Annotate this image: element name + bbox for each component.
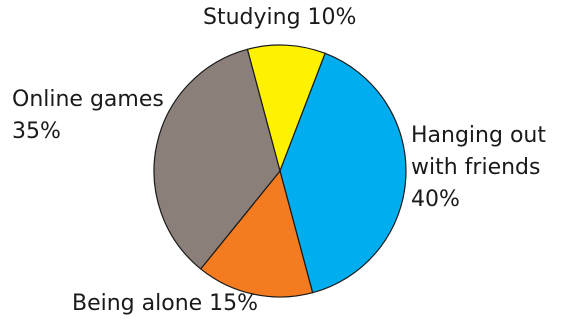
slice-label-hanging-out-line2: with friends [411,155,541,180]
slice-label-being-alone: Being alone 15% [72,288,258,320]
slice-label-hanging-out-line1: Hanging out [411,123,546,148]
slice-label-online-games-line1: Online games [12,87,164,112]
slice-label-online-games: Online games 35% [12,84,164,148]
slice-label-hanging-out-line3: 40% [411,187,460,212]
slice-label-online-games-line2: 35% [12,119,61,144]
pie-slice-being-alone [200,170,314,298]
slice-label-studying-text: Studying 10% [203,5,357,30]
slice-label-being-alone-text: Being alone 15% [72,291,259,316]
slice-label-hanging-out: Hanging out with friends 40% [411,120,546,216]
pie-slice-online-games [153,48,281,270]
pie-slice-studying [246,44,326,172]
slice-label-studying: Studying 10% [203,2,356,34]
pie-slice-hanging-out-with-friends [279,52,407,294]
